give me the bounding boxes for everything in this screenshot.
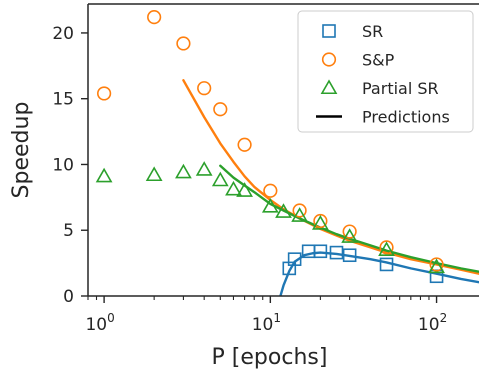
data-point [197,163,211,175]
x-tick-label: 101 [252,311,281,335]
legend: SR S&P Partial SR Predictions [298,11,473,132]
prediction-line-0 [280,253,479,296]
y-tick-label: 0 [63,287,74,307]
legend-label: Partial SR [362,79,439,98]
y-tick-label: 5 [63,221,74,241]
data-point [198,82,211,95]
y-tick-label: 10 [52,155,74,175]
x-tick-label: 100 [85,311,114,335]
data-point [226,182,240,194]
y-tick-label: 20 [52,24,74,44]
legend-label: Predictions [362,108,450,127]
data-point [97,169,111,181]
y-axis-label: Speedup [9,102,34,199]
data-point [214,103,227,116]
data-point [177,37,190,50]
data-point [238,138,251,151]
data-point [264,184,277,197]
y-tick-label: 15 [52,90,74,110]
data-point [147,168,161,180]
x-tick-label: 102 [418,311,447,335]
data-point [176,165,190,177]
data-point [314,245,326,257]
legend-label: SR [362,22,383,41]
data-point [213,173,227,185]
data-point [148,11,161,24]
legend-label: S&P [362,51,395,70]
data-point [98,87,111,100]
x-axis-label: P [epochs] [212,345,328,370]
